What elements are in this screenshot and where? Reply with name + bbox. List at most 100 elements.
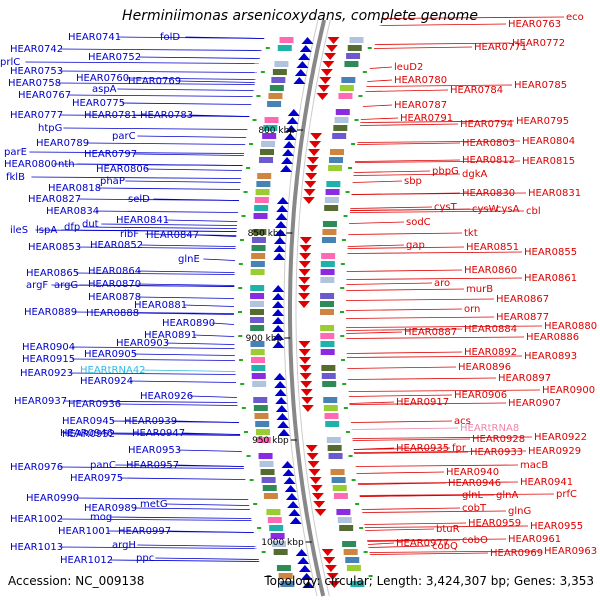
cog-tile-right [329,157,344,163]
gene-label-line-left [101,223,237,226]
gene-label-line-right [359,494,495,497]
gene-label-right: HEAR0941 [520,477,573,488]
gene-label-right: HEAR0917 [396,397,449,408]
gene-label-line-right [349,221,405,224]
plus-strand-gene-arrow [288,509,301,516]
kbp-tick-label: 850 kbp [248,229,285,239]
gene-label-left: HEAR0800 [4,159,57,170]
minus-strand-gene-arrow [324,565,337,572]
cog-tile-left [263,125,278,131]
minus-strand-gene-arrow [301,405,314,412]
gene-label-right: HEAR0886 [526,332,579,343]
gc-tick-left [257,527,262,529]
gene-label-right: HEAR0884 [464,324,517,335]
gene-label-line-left [31,176,242,179]
gene-label-left: folD [160,32,180,43]
cog-tile-right [336,509,351,515]
minus-strand-gene-arrow [300,381,313,388]
gene-label-line-left [119,477,246,480]
cog-tile-right [339,85,354,91]
cog-tile-right [320,301,335,307]
cog-tile-left [266,509,281,515]
gene-label-line-left [59,466,244,469]
gene-label-line-right [346,331,403,334]
minus-strand-gene-arrow [316,93,329,100]
minus-strand-gene-arrow [298,341,311,348]
plus-strand-gene-arrow [275,213,288,220]
cog-tile-right [324,413,339,419]
cog-tile-right [320,309,335,315]
gene-label-line-right [353,173,461,176]
gene-label-line-left [75,272,235,275]
gene-label-line-left [117,403,238,406]
gc-tick-left [241,215,246,217]
cog-tile-left [253,397,268,403]
gene-label-right: sodC [406,217,431,228]
gene-label-right: HEAR0861 [524,273,577,284]
gene-label-left: HEAR0878 [88,292,141,303]
gene-label-line-right [365,89,449,92]
gene-label-left: argH [112,540,136,551]
minus-strand-gene-arrow [299,253,312,260]
cog-tile-left [254,197,269,203]
gene-label-left: HEAR0760 [76,73,129,84]
gene-label-left: HEAR0789 [36,138,89,149]
minus-strand-gene-arrow [310,133,323,140]
gene-label-line-left [125,180,241,183]
gene-label-right: HEAR0893 [524,351,577,362]
gene-label-left: HEAR0975 [70,473,123,484]
gene-label-line-left [165,503,250,506]
plus-strand-gene-arrow [293,77,306,84]
gc-tick-right [358,95,363,97]
backbone-arc [288,19,327,597]
gc-tick-left [249,479,254,481]
gc-tick-left [246,455,251,457]
cog-tile-right [322,381,337,387]
gene-label-line-left [193,334,235,337]
gene-label-right: HEAR0887 [404,327,457,338]
cog-tile-right [320,269,335,275]
gene-label-line-left [85,142,246,145]
gene-label-line-left [133,507,250,510]
gene-label-line-right [351,192,527,195]
minus-strand-gene-arrow [300,389,313,396]
gene-label-line-left [195,234,237,237]
plus-strand-gene-arrow [285,125,298,132]
cog-tile-right [323,405,338,411]
minus-strand-gene-arrow [308,469,321,476]
gc-tick-right [367,47,372,49]
gene-label-right: HEAR0907 [508,398,561,409]
cog-tile-right [326,181,341,187]
gene-label-line-left [155,557,259,560]
minus-strand-gene-arrow [299,237,312,244]
plus-strand-gene-arrow [287,501,300,508]
gene-label-left: HEAR0904 [22,342,75,353]
cog-tile-right [330,469,345,475]
minus-strand-gene-arrow [321,549,334,556]
gene-label-line-left [59,546,257,549]
cog-tile-left [250,261,265,267]
gene-label-line-right [346,269,463,272]
kbp-tick-label: 900 kbp [246,334,283,344]
gene-label-line-left [73,311,235,314]
gene-label-line-left [165,342,235,345]
cog-tile-left [272,541,287,547]
gc-tick-left [266,575,271,577]
gene-label-right: cysW [472,204,499,215]
gc-tick-right [341,359,346,361]
gene-label-line-right [346,351,463,354]
plus-strand-gene-arrow [277,429,290,436]
cog-tile-right [320,333,335,339]
gene-label-line-right [355,464,519,467]
gene-label-line-right [364,525,529,528]
accession-text: Accession: NC_009138 [8,574,145,588]
cog-tile-right [326,437,341,443]
gene-label-right: cobQ [432,541,458,552]
cog-tile-left [278,573,293,579]
gene-label-line-right [360,120,515,123]
cog-tile-right [337,517,352,523]
gene-label-right: cysA [496,204,520,215]
cog-tile-right [328,453,343,459]
gene-label-line-right [367,79,393,82]
minus-strand-gene-arrow [308,149,321,156]
